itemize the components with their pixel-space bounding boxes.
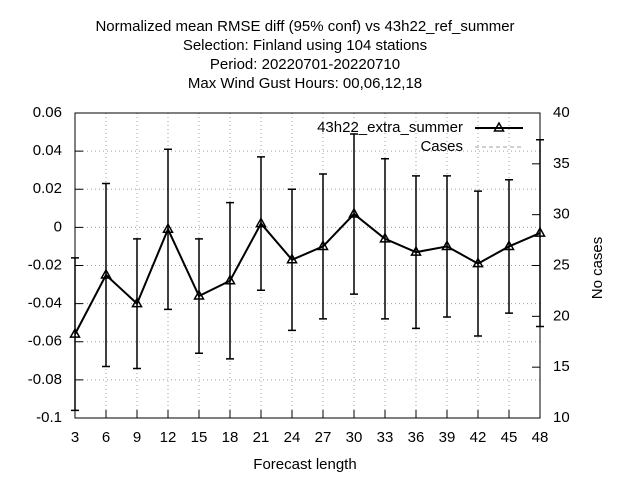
y-tick-label: 0.04: [33, 142, 62, 159]
point: [224, 274, 236, 285]
x-axis-label: Forecast length: [253, 456, 356, 473]
y2-axis-label: No cases: [589, 237, 606, 300]
point: [193, 289, 205, 300]
error-bar: [350, 133, 358, 295]
x-tick-label: 48: [532, 429, 549, 446]
y-tick-label: 0.06: [33, 104, 62, 121]
point: [472, 257, 484, 268]
x-tick-label: 15: [191, 429, 208, 446]
legend-point: [493, 121, 505, 132]
x-tick-label: 30: [346, 429, 363, 446]
x-tick-label: 45: [501, 429, 518, 446]
point: [441, 239, 453, 251]
error-bar: [474, 190, 482, 337]
y-tick-label: -0.06: [28, 333, 62, 350]
point: [410, 245, 422, 256]
point: [379, 232, 391, 243]
point: [100, 268, 112, 279]
error-bar: [505, 178, 513, 314]
x-tick-label: 33: [377, 429, 394, 446]
legend-label: 43h22_extra_summer: [317, 119, 463, 136]
x-tick-label: 39: [439, 429, 456, 446]
y2-tick-label: 10: [553, 409, 570, 426]
x-tick-label: 3: [71, 429, 79, 446]
y-tick-label: -0.02: [28, 256, 62, 273]
point: [131, 297, 143, 308]
error-bar: [226, 201, 234, 360]
y2-tick-label: 15: [553, 358, 570, 375]
y-tick-label: 0.02: [33, 180, 62, 197]
error-bar: [102, 182, 110, 368]
y2-tick-label: 20: [553, 307, 570, 324]
title-line: Selection: Finland using 104 stations: [183, 37, 427, 54]
error-bar: [443, 175, 451, 318]
point: [255, 217, 267, 228]
x-tick-label: 24: [284, 429, 301, 446]
legend-label: Cases: [420, 138, 463, 155]
point: [286, 253, 298, 264]
x-tick-label: 27: [315, 429, 332, 446]
y2-tick-label: 30: [553, 206, 570, 223]
error-bar: [195, 238, 203, 354]
x-tick-label: 21: [253, 429, 270, 446]
title-line: Max Wind Gust Hours: 00,06,12,18: [188, 75, 422, 92]
y-tick-label: -0.1: [36, 409, 62, 426]
error-bar: [133, 238, 141, 370]
point: [503, 239, 515, 251]
error-bar: [319, 173, 327, 320]
y-tick-label: -0.08: [28, 371, 62, 388]
error-bar: [381, 158, 389, 320]
point: [348, 207, 360, 218]
point: [317, 239, 329, 251]
error-bar: [164, 148, 172, 311]
x-tick-label: 6: [102, 429, 110, 446]
y2-tick-label: 35: [553, 155, 570, 172]
title-line: Normalized mean RMSE diff (95% conf) vs …: [95, 18, 514, 35]
x-tick-label: 36: [408, 429, 425, 446]
x-tick-label: 9: [133, 429, 141, 446]
data-line: [74, 212, 541, 335]
title-line: Period: 20220701-20220710: [210, 56, 400, 73]
plot-border: [74, 112, 541, 419]
error-bar: [412, 175, 420, 330]
y-tick-label: 0: [54, 218, 62, 235]
y2-tick-label: 40: [553, 104, 570, 121]
y2-tick-label: 25: [553, 256, 570, 273]
y-tick-label: -0.04: [28, 295, 62, 312]
x-tick-label: 42: [470, 429, 487, 446]
x-tick-label: 18: [222, 429, 239, 446]
x-tick-label: 12: [160, 429, 177, 446]
point: [162, 222, 174, 234]
error-bar: [257, 156, 265, 292]
error-bar: [288, 188, 296, 332]
